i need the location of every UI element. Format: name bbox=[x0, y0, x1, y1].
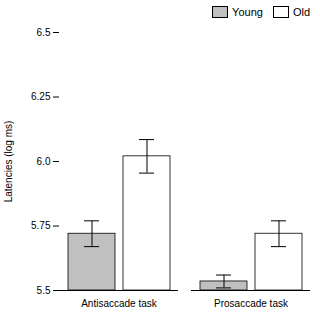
html-text:Old: Old bbox=[292, 5, 310, 18]
svg-text:Latencies (log ms): Latencies (log ms) bbox=[3, 121, 14, 203]
svg-text:5.75: 5.75 bbox=[31, 220, 51, 231]
svg-text:Antisaccade task: Antisaccade task bbox=[81, 298, 158, 309]
html-text:Young: Young bbox=[232, 5, 263, 18]
svg-text:5.5: 5.5 bbox=[37, 285, 51, 296]
svg-text:6.5: 6.5 bbox=[37, 27, 51, 38]
svg-text:6.0: 6.0 bbox=[37, 156, 51, 167]
svg-text:6.25: 6.25 bbox=[31, 91, 51, 102]
svg-text:Prosaccade task: Prosaccade task bbox=[214, 298, 289, 309]
